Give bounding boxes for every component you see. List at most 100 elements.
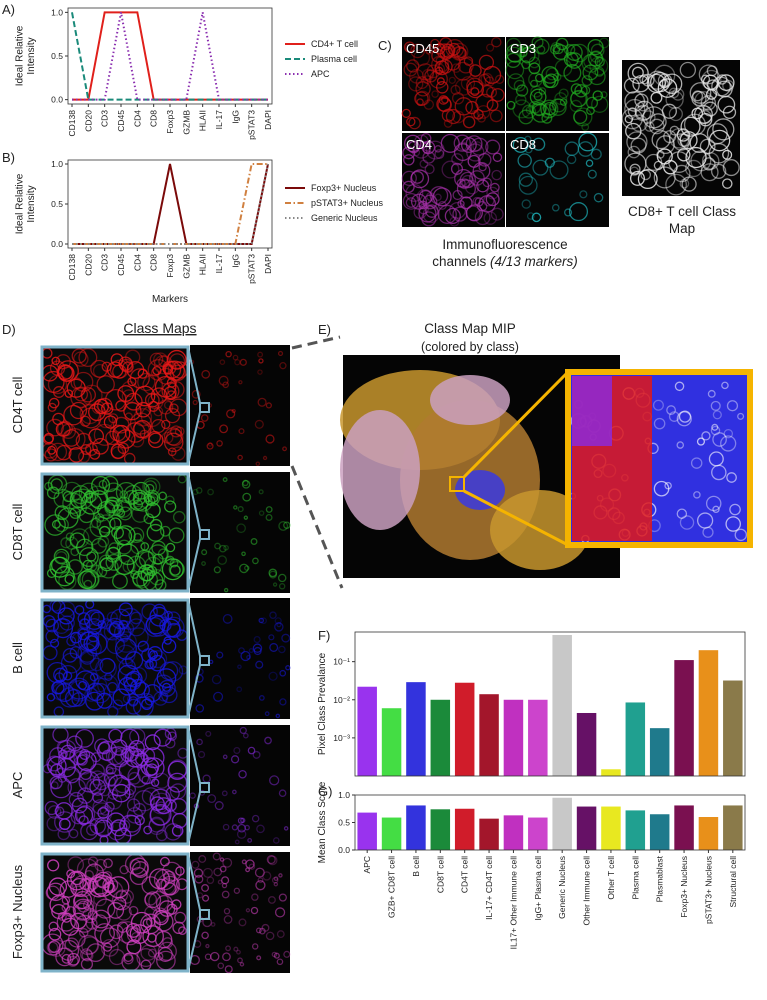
cell	[641, 110, 656, 125]
cell	[113, 527, 133, 546]
cell	[54, 811, 76, 833]
cell	[110, 353, 124, 367]
cell	[100, 938, 119, 957]
cell	[566, 154, 577, 165]
cell	[540, 99, 559, 119]
cell	[268, 568, 278, 578]
cell	[250, 906, 259, 915]
cell	[480, 72, 494, 86]
cell	[418, 200, 428, 210]
cell	[76, 858, 99, 880]
tissue	[455, 470, 505, 510]
zoom-box	[199, 909, 210, 920]
mip-title: Class Map MIP (colored by class)	[390, 320, 550, 356]
row-label: CD8T cell	[10, 503, 25, 560]
panel-label: E)	[318, 322, 331, 337]
cell	[525, 105, 535, 115]
bar	[528, 817, 548, 850]
cell	[674, 381, 685, 392]
cell	[70, 386, 92, 409]
cell	[116, 429, 136, 449]
cell	[459, 171, 477, 189]
bar	[479, 818, 499, 850]
cell	[66, 636, 77, 647]
cell	[56, 444, 72, 461]
cell	[92, 677, 108, 693]
cell	[680, 137, 690, 147]
cell	[532, 159, 549, 176]
cell	[158, 491, 168, 501]
cell	[89, 770, 106, 786]
cell	[669, 128, 690, 149]
cell	[264, 711, 270, 717]
cell	[132, 420, 150, 439]
cell	[426, 64, 441, 79]
cell	[590, 148, 602, 160]
cell	[630, 114, 648, 132]
cell	[412, 140, 431, 159]
cell	[285, 665, 291, 671]
cell	[78, 482, 99, 503]
cell	[476, 105, 491, 119]
x-tick-label: Other T cell	[606, 856, 616, 900]
cell	[48, 877, 68, 896]
cell	[155, 894, 173, 912]
cell	[163, 636, 172, 645]
cell	[726, 472, 737, 483]
cell	[132, 570, 149, 587]
cell	[64, 389, 74, 398]
cell	[201, 549, 208, 556]
cell	[108, 746, 130, 768]
cell	[205, 730, 212, 737]
cell	[223, 587, 229, 593]
cell	[123, 484, 143, 505]
cell	[150, 778, 160, 787]
cell	[512, 137, 529, 153]
cell	[273, 952, 280, 959]
cell	[163, 386, 177, 400]
cell	[676, 411, 692, 427]
cell	[175, 866, 185, 876]
y-tick-label: 0.5	[338, 818, 350, 828]
cell	[47, 374, 68, 395]
cell	[133, 408, 153, 427]
cell	[529, 88, 547, 106]
bar	[625, 810, 646, 850]
cell	[238, 918, 247, 927]
cell	[629, 163, 641, 175]
bar	[698, 650, 719, 776]
cell	[530, 85, 543, 98]
cell	[142, 374, 163, 396]
cell	[676, 128, 691, 142]
channel-label: CD8	[510, 137, 536, 152]
cell	[194, 874, 204, 884]
cell	[451, 110, 465, 124]
cell	[191, 389, 201, 399]
y-tick-label: 1.0	[51, 7, 63, 17]
y-tick-label: 0.0	[338, 845, 350, 855]
cell	[168, 561, 185, 578]
cell	[147, 948, 157, 958]
image-bg	[190, 472, 290, 593]
cell	[629, 170, 645, 186]
cell	[78, 618, 91, 630]
cell	[252, 750, 261, 759]
cell	[226, 409, 236, 419]
cell	[506, 100, 516, 110]
cell	[245, 867, 251, 873]
cell	[241, 859, 247, 865]
cell	[70, 871, 84, 886]
cell	[86, 632, 108, 655]
cell	[47, 859, 60, 872]
cell	[112, 688, 131, 707]
cell	[711, 76, 731, 97]
cell	[76, 750, 97, 772]
zoom-box	[199, 782, 210, 793]
cell	[454, 78, 473, 96]
x-tick-label: CD45	[116, 254, 126, 276]
cell	[251, 893, 259, 901]
cell	[221, 876, 230, 885]
cell	[677, 148, 691, 162]
cell	[452, 206, 468, 222]
cell	[91, 802, 113, 824]
